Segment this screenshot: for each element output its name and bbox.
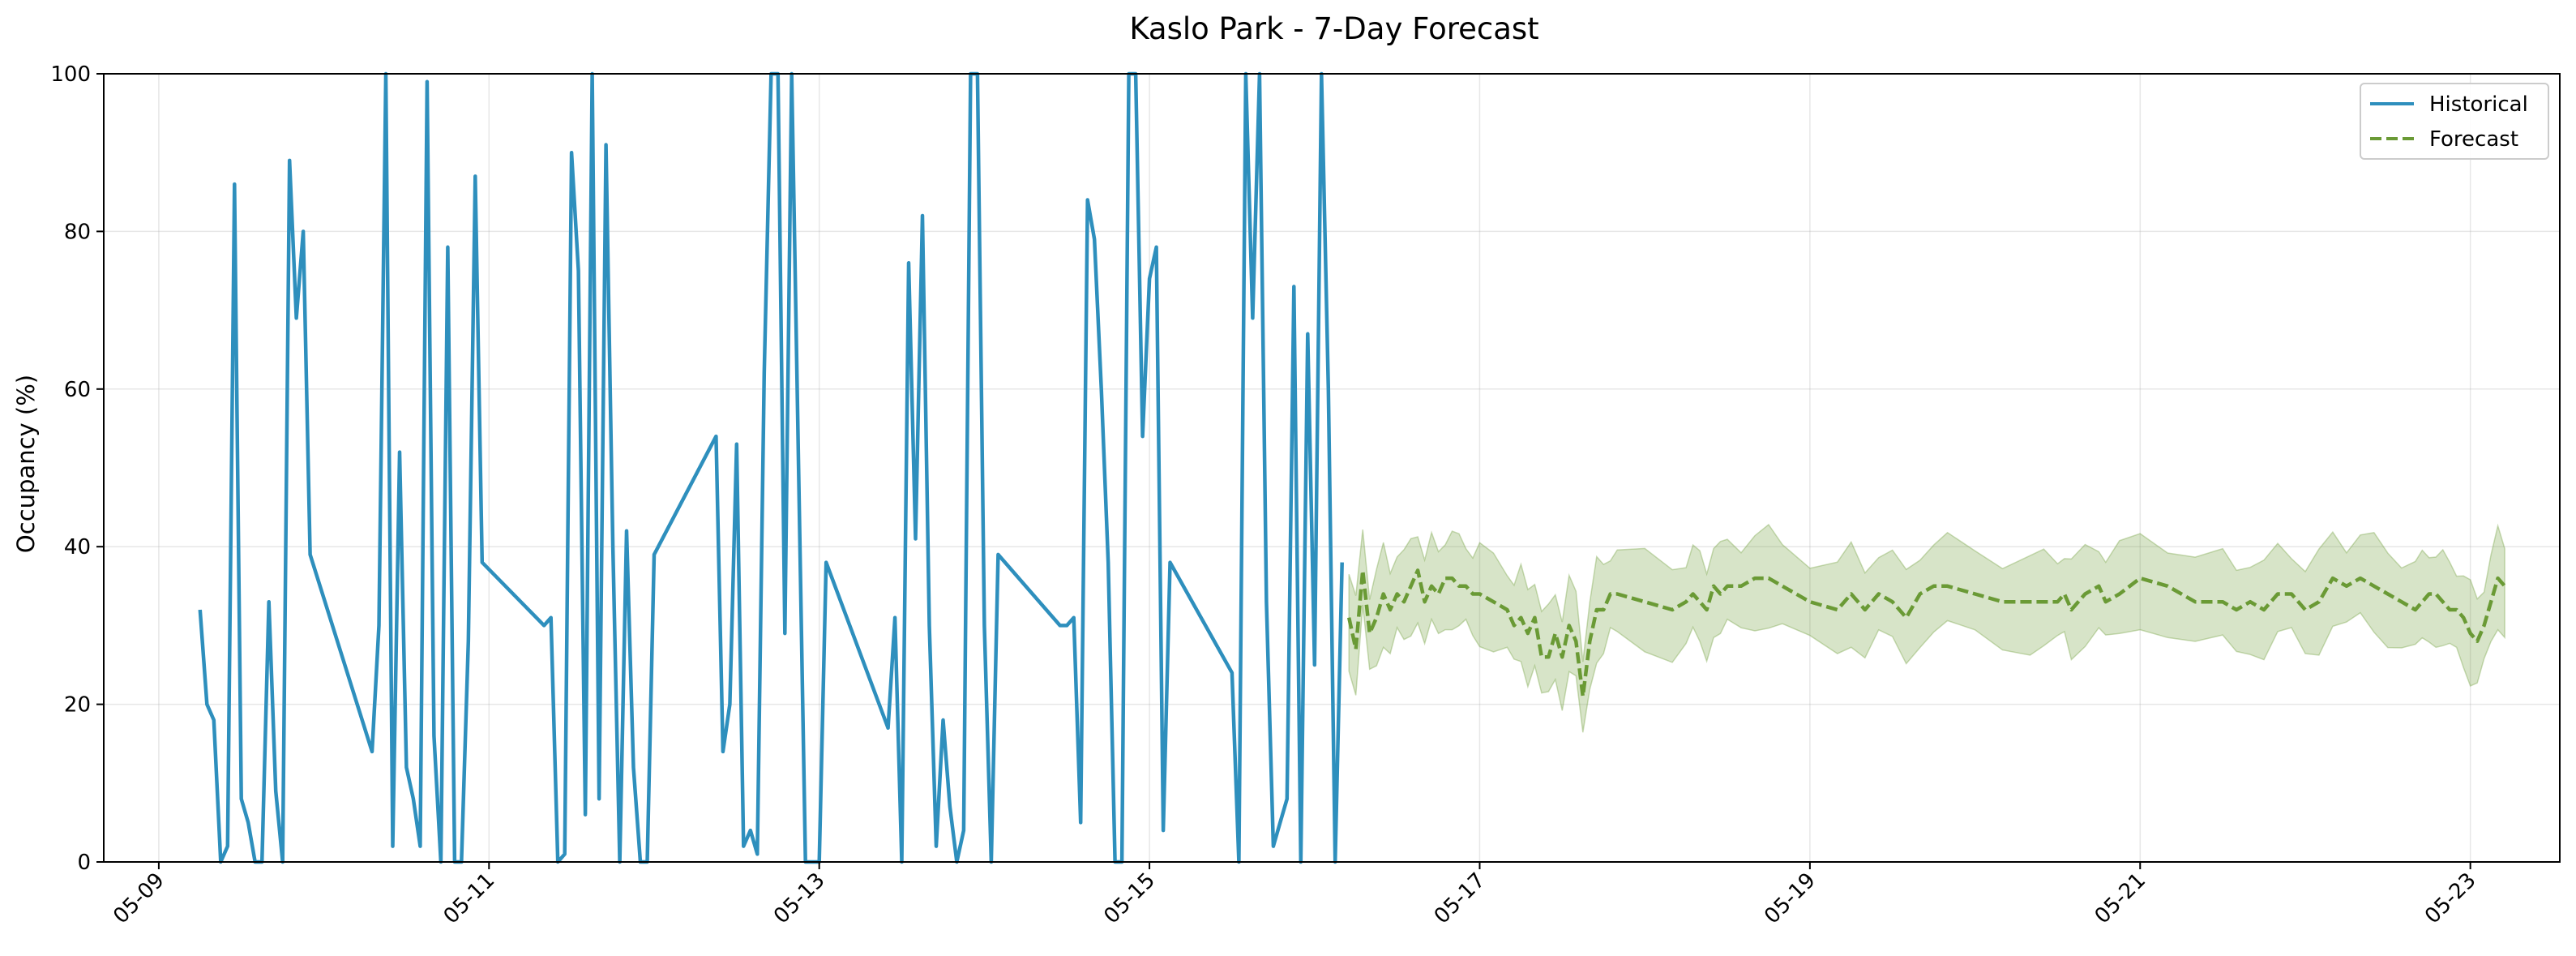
legend-label-forecast: Forecast	[2429, 127, 2518, 152]
legend-label-historical: Historical	[2429, 92, 2528, 117]
y-tick-label: 0	[77, 851, 91, 875]
y-tick-label: 40	[64, 535, 91, 559]
y-axis-label: Occupancy (%)	[12, 375, 40, 553]
y-tick-label: 100	[50, 62, 91, 87]
forecast-confidence-band-group	[1348, 523, 2505, 733]
y-tick-label: 60	[64, 378, 91, 402]
legend: Historical Forecast	[2360, 83, 2549, 160]
y-tick-label: 80	[64, 220, 91, 244]
y-tick-label: 20	[64, 693, 91, 718]
forecast-confidence-band	[1348, 523, 2505, 733]
series-line-forecast	[1347, 568, 2506, 699]
plot-frame	[103, 73, 2561, 863]
chart-title: Kaslo Park - 7-Day Forecast	[1129, 11, 1538, 46]
